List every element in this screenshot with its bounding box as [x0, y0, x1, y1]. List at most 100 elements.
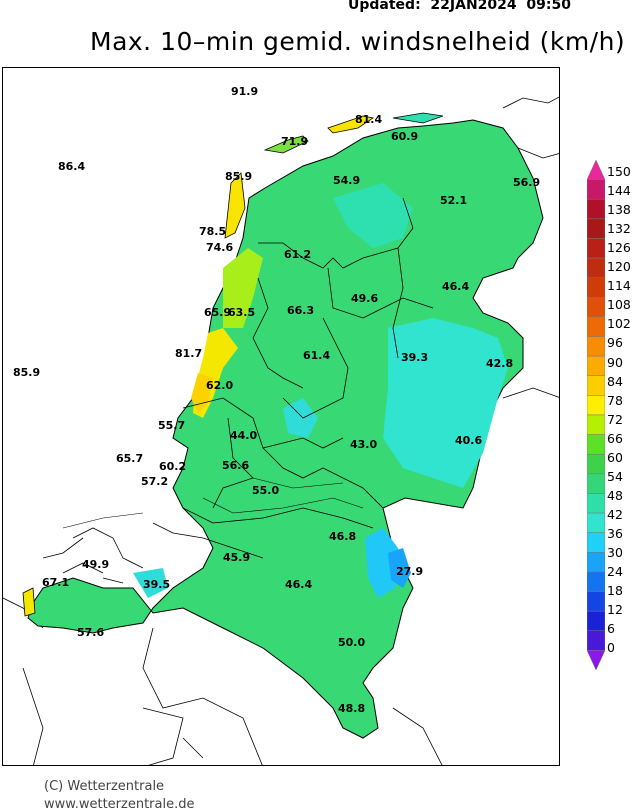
map-value-label: 71.9	[281, 135, 308, 148]
map-value-label: 48.8	[338, 702, 365, 715]
map-value-labels: 91.9 81.4 71.9 60.9 86.4 85.9 54.9 56.9 52.1 78.5…	[13, 85, 540, 715]
legend-level-label: 30	[607, 545, 623, 560]
legend-level-label: 0	[607, 640, 615, 656]
legend-swatch	[587, 532, 605, 553]
legend-swatch	[587, 355, 605, 377]
legend-swatch	[587, 434, 605, 455]
updated-timestamp: Updated: 22JAN2024 09:50	[348, 0, 571, 13]
map-value-label: 56.6	[222, 459, 249, 472]
map-value-label: 55.0	[252, 484, 279, 497]
legend-swatch	[587, 316, 605, 337]
legend-level-label: 138	[607, 202, 631, 218]
map-value-label: 40.6	[455, 434, 482, 447]
map-value-label: 57.2	[141, 475, 168, 488]
legend-swatch	[587, 277, 605, 298]
legend-level-label: 18	[607, 583, 623, 599]
map-value-label: 86.4	[58, 160, 85, 173]
map-value-label: 78.5	[199, 225, 226, 238]
legend-swatch	[587, 414, 605, 435]
legend-level-label: 120	[607, 259, 631, 275]
map-value-label: 49.6	[351, 292, 378, 305]
neighbour-borders	[3, 96, 559, 765]
map-value-label: 42.8	[486, 357, 513, 370]
map-value-label: 62.0	[206, 379, 233, 392]
legend-swatch	[587, 591, 605, 612]
map-value-label: 44.0	[230, 429, 257, 442]
legend-swatch	[587, 453, 605, 475]
map-value-label: 49.9	[82, 558, 109, 571]
legend-swatch	[587, 375, 605, 396]
legend-swatch	[587, 493, 605, 514]
map-value-label: 54.9	[333, 174, 360, 187]
legend-level-label: 144	[607, 183, 631, 199]
map-value-label: 81.7	[175, 347, 202, 360]
source-url: www.wetterzentrale.de	[44, 797, 195, 812]
legend-level-label: 114	[607, 278, 631, 294]
legend-level-label: 54	[607, 468, 623, 484]
map-value-label: 85.9	[225, 170, 252, 183]
color-legend-bar	[587, 160, 605, 670]
legend-swatch	[587, 179, 605, 200]
legend-level-label: 42	[607, 506, 623, 522]
wind-speed-map: 91.9 81.4 71.9 60.9 86.4 85.9 54.9 56.9 52.1 78.5…	[3, 85, 559, 765]
legend-swatch	[587, 218, 605, 239]
map-value-label: 85.9	[13, 366, 40, 379]
map-value-label: 46.4	[442, 280, 469, 293]
legend-swatch	[587, 198, 605, 220]
map-value-label: 61.2	[284, 248, 311, 261]
legend-level-label: 132	[607, 221, 631, 237]
map-value-label: 74.6	[206, 241, 233, 254]
legend-level-label: 48	[607, 487, 623, 503]
legend-swatch	[587, 552, 605, 573]
legend-swatch	[587, 610, 605, 632]
legend-level-label: 102	[607, 316, 631, 332]
map-value-label: 45.9	[223, 551, 250, 564]
map-value-label: 50.0	[338, 636, 365, 649]
legend-level-label: 108	[607, 297, 631, 313]
map-title: Max. 10–min gemid. windsnelheid (km/h)	[90, 27, 626, 56]
copyright-text: (C) Wetterzentrale	[44, 779, 165, 794]
legend-level-label: 90	[607, 354, 623, 370]
legend-swatch	[587, 650, 605, 670]
map-value-label: 43.0	[350, 438, 377, 451]
legend-swatch	[587, 473, 605, 494]
legend-swatch	[587, 571, 605, 592]
legend-swatch	[587, 257, 605, 278]
map-value-label: 63.5	[228, 306, 255, 319]
map-value-label: 57.6	[77, 626, 104, 639]
legend-swatch	[587, 160, 605, 180]
legend-swatch	[587, 238, 605, 259]
legend-level-label: 24	[607, 564, 623, 580]
map-value-label: 65.9	[204, 306, 231, 319]
legend-level-label: 6	[607, 621, 615, 637]
legend-level-label: 12	[607, 602, 623, 618]
legend-level-label: 150	[607, 164, 631, 179]
legend-level-label: 78	[607, 392, 623, 408]
map-value-label: 60.2	[159, 460, 186, 473]
map-value-label: 60.9	[391, 130, 418, 143]
legend-level-label: 126	[607, 240, 631, 256]
map-value-label: 46.8	[329, 530, 356, 543]
map-value-label: 81.4	[355, 113, 382, 126]
map-value-label: 66.3	[287, 304, 314, 317]
map-value-label: 52.1	[440, 194, 467, 207]
rivers	[62, 477, 364, 529]
legend-swatch	[587, 297, 605, 318]
map-value-label: 65.7	[116, 452, 143, 465]
map-value-label: 61.4	[303, 349, 330, 362]
map-value-label: 39.3	[401, 351, 428, 364]
legend-level-label: 66	[607, 430, 623, 446]
map-panel: 91.9 81.4 71.9 60.9 86.4 85.9 54.9 56.9 52.1 78.5…	[2, 67, 560, 766]
legend-level-label: 60	[607, 449, 623, 465]
map-value-label: 46.4	[285, 578, 312, 591]
legend-level-label: 36	[607, 525, 623, 541]
legend-level-label: 72	[607, 411, 623, 427]
map-value-label: 91.9	[231, 85, 258, 98]
legend-level-label: 84	[607, 373, 623, 389]
map-value-label: 56.9	[513, 176, 540, 189]
map-value-label: 39.5	[143, 578, 170, 591]
legend-swatch	[587, 395, 605, 416]
legend-swatch	[587, 630, 605, 651]
map-value-label: 27.9	[396, 565, 423, 578]
map-value-label: 67.1	[42, 576, 69, 589]
